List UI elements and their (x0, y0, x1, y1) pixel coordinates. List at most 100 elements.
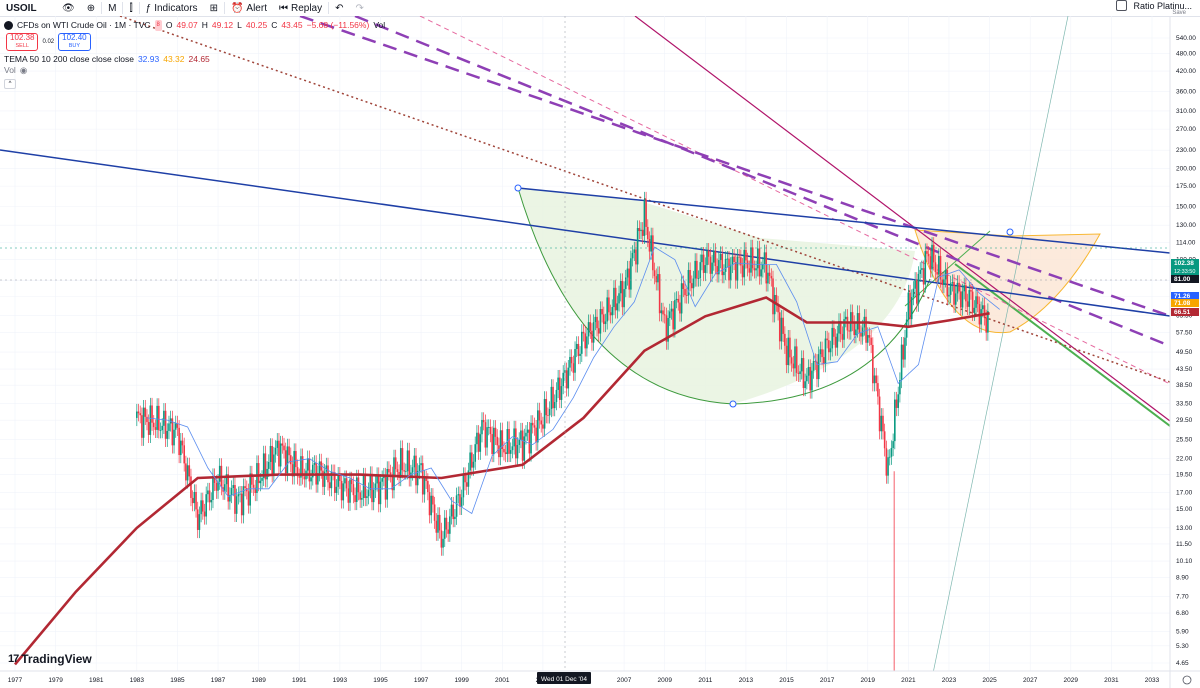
candle-body (909, 292, 911, 320)
legend-collapse[interactable]: ^ (4, 79, 385, 89)
candle-body (792, 363, 795, 369)
candle-body (740, 257, 742, 266)
candle-body (271, 445, 273, 475)
sell-button[interactable]: 102.38 SELL (6, 33, 39, 51)
candle-body (577, 343, 580, 356)
candle-body (635, 249, 637, 265)
candle-body (953, 282, 955, 305)
price-label-text: 102.38 (1174, 260, 1194, 267)
candle-body (768, 272, 771, 277)
candle-body (636, 228, 639, 265)
y-tick-label: 11.50 (1176, 541, 1192, 548)
legend-main-row: CFDs on WTI Crude Oil · 1M · TVC 8 O 49.0… (4, 20, 385, 31)
redo-icon[interactable]: ↷ (355, 2, 364, 14)
candle-body (917, 273, 920, 304)
x-axis[interactable]: 1977 1979 1981 1983 1985 1987 1989 1991 1993 1995… (8, 677, 1160, 684)
x-tick-label: 2019 (861, 677, 876, 684)
brown-dotted-line (119, 16, 1170, 383)
candle-body (427, 480, 429, 493)
candle-body (310, 477, 312, 482)
undo-icon[interactable]: ↶ (335, 2, 344, 14)
candle-body (464, 474, 466, 483)
interval-button[interactable]: M (108, 2, 117, 14)
candle-body (587, 322, 590, 337)
tema-legend[interactable]: TEMA 50 10 200 close close close 32.93 4… (4, 54, 385, 65)
candle-body (300, 456, 302, 478)
candle-body (504, 452, 507, 455)
candle-body (146, 416, 148, 423)
alarm-icon: ⏰ (230, 2, 244, 14)
indicators-button[interactable]: ƒ Indicators (140, 0, 204, 16)
y-axis[interactable]: 540.00 480.00 420.00 360.00 310.00 270.00 230.… (1176, 35, 1196, 667)
replay-button[interactable]: ⏮ Replay (273, 0, 328, 16)
candle-body (438, 514, 441, 531)
candle-body (565, 370, 568, 389)
x-tick-label: 1989 (251, 677, 266, 684)
candle-body (494, 427, 497, 437)
candle-body (606, 297, 608, 322)
candle-body (159, 430, 162, 431)
candle-body (599, 309, 602, 334)
candle-body (931, 244, 933, 270)
candle-body (949, 283, 952, 295)
settings-icon[interactable] (1182, 675, 1192, 685)
candle-body (313, 462, 316, 465)
candle-body (887, 457, 889, 476)
candle-body (650, 235, 652, 252)
candle-body (256, 463, 258, 494)
eye-icon[interactable]: ◉ (19, 65, 28, 75)
instrument-title[interactable]: CFDs on WTI Crude Oil · 1M · TVC (17, 20, 151, 30)
candle-body (354, 495, 356, 502)
chevron-up-icon[interactable]: ^ (4, 79, 16, 89)
candle-body (851, 312, 854, 323)
divider (122, 2, 124, 14)
candle-body (535, 427, 537, 443)
candle-body (377, 475, 380, 505)
buy-button[interactable]: 102.40 BUY (58, 33, 91, 51)
candle-body (230, 488, 233, 495)
candle-body (296, 467, 299, 477)
candle-body (821, 349, 823, 358)
candle-body (232, 485, 235, 489)
layout-menu[interactable]: Ratio Platinu... Save (1116, 0, 1192, 16)
candle-body (218, 465, 221, 482)
candle-body (748, 268, 751, 273)
indicators-label: Indicators (154, 2, 198, 14)
candle-body (897, 394, 900, 408)
candle-body (880, 415, 883, 432)
volume-suffix: Vol (373, 20, 386, 30)
alert-button[interactable]: ⏰ Alert (225, 0, 273, 16)
chart-legend: CFDs on WTI Crude Oil · 1M · TVC 8 O 49.0… (4, 20, 385, 89)
candle-body (447, 529, 449, 534)
candle-body (540, 420, 543, 425)
candle-body (154, 427, 157, 430)
candle-body (542, 424, 544, 429)
layout-checkbox[interactable] (1116, 0, 1128, 11)
symbol-search[interactable]: USOIL (6, 2, 37, 14)
candle-body (207, 490, 209, 495)
candle-body (149, 405, 152, 435)
candle-body (413, 455, 416, 468)
candle-body (873, 375, 876, 384)
candle-body (777, 303, 779, 313)
candle-style-icon[interactable]: ⫿ (129, 2, 133, 14)
plus-icon[interactable]: ⊕ (86, 2, 96, 14)
y-tick-label: 5.90 (1176, 629, 1189, 636)
candle-body (443, 517, 446, 539)
candle-body (758, 248, 761, 277)
candle-body (677, 298, 680, 303)
templates-icon[interactable]: ⊞ (209, 2, 218, 14)
candle-body (824, 338, 827, 365)
eye-icon[interactable]: 👁 (62, 2, 75, 14)
candle-body (333, 472, 336, 493)
candle-body (166, 430, 169, 439)
candle-body (349, 479, 351, 503)
candle-body (799, 371, 801, 374)
price-chart[interactable]: 540.00 480.00 420.00 360.00 310.00 270.00 230.… (0, 16, 1200, 688)
candle-body (658, 274, 661, 314)
magenta-trendline (634, 16, 1170, 422)
candle-body (657, 274, 659, 283)
candle-body (951, 282, 954, 284)
volume-legend[interactable]: Vol ◉ (4, 65, 385, 76)
candle-body (958, 282, 960, 292)
